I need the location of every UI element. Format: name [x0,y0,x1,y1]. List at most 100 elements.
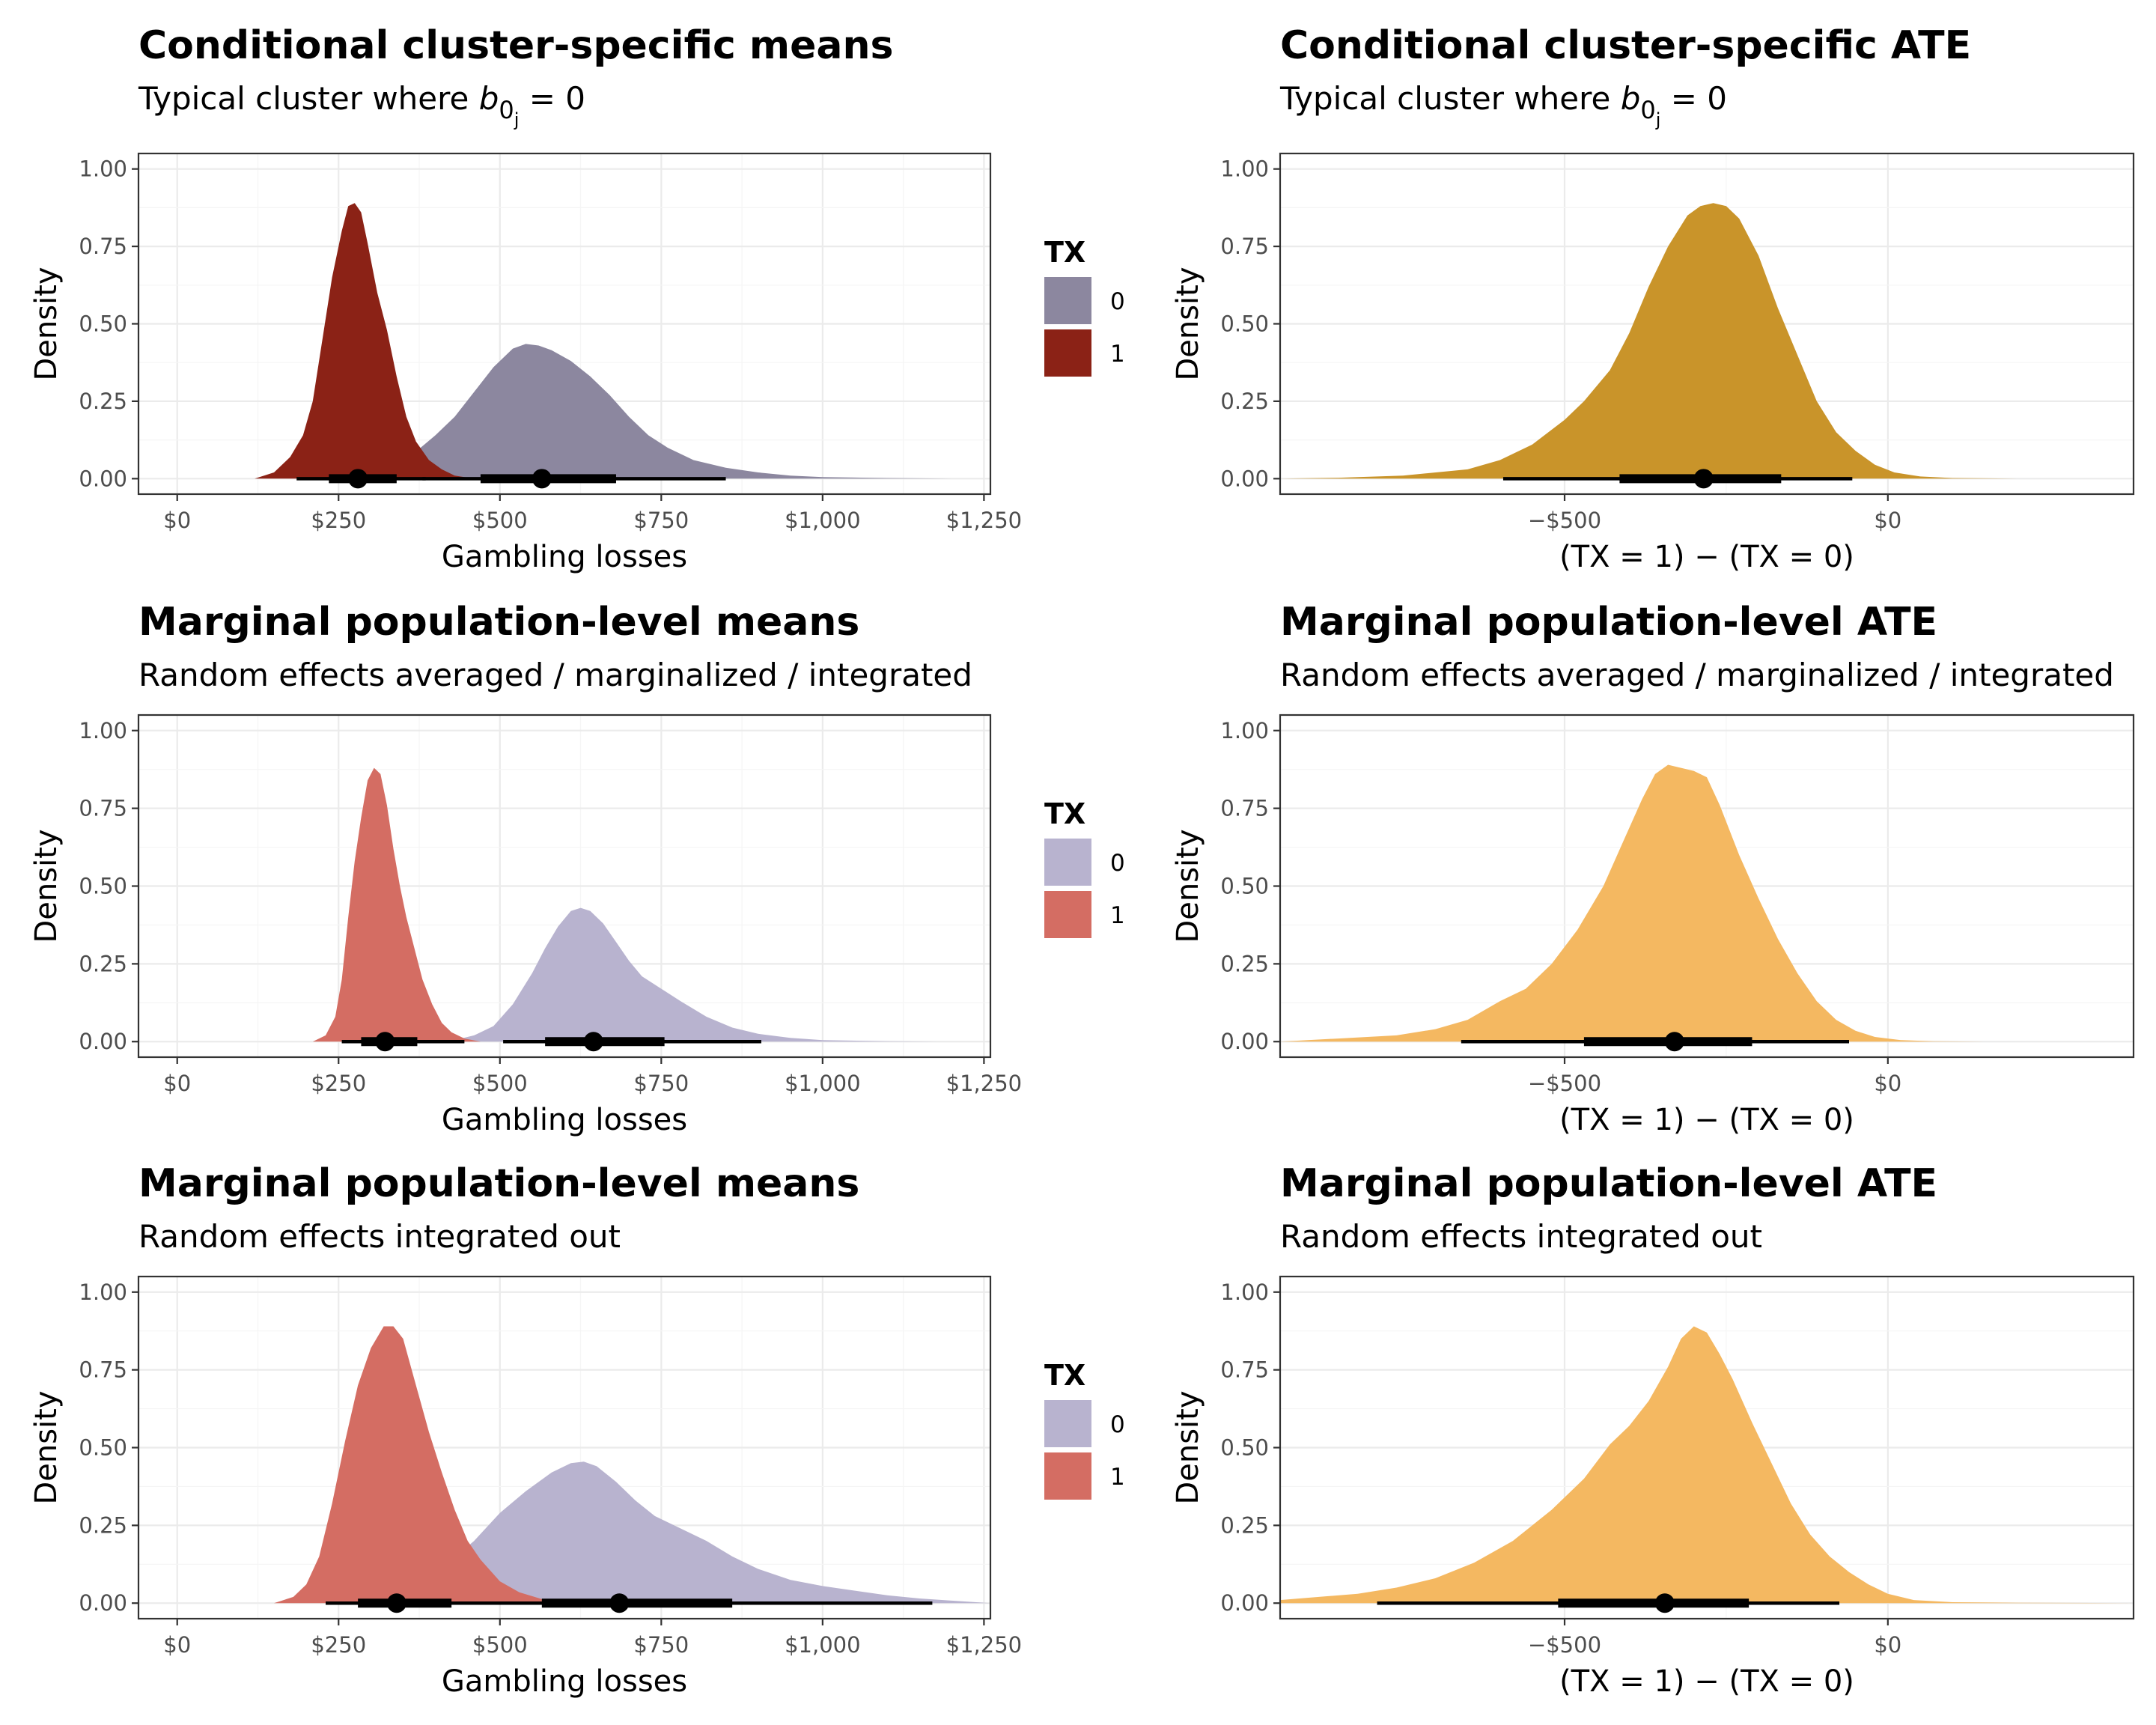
intervals [1461,1032,1849,1052]
y-axis-label: Density [29,829,64,943]
legend-key-0 [1044,839,1091,886]
chart-title: Marginal population-level ATE [1280,600,1937,645]
legend-label: 1 [1110,902,1125,929]
y-tick-label: 0.25 [1220,1512,1269,1538]
density-areas [274,1326,990,1604]
point-estimate [1693,469,1714,489]
gridlines [138,1277,990,1619]
density-area-series-0 [371,344,952,479]
x-axis-ticks: $0 $250 $500 $750 $1,000 $1,250 [163,494,1022,533]
density-area-series-0 [448,907,939,1042]
x-tick-label: $0 [1874,1632,1901,1658]
chart-panel-4: Marginal population-level ATE Random effe… [1171,600,2135,1137]
chart-title: Marginal population-level means [138,1161,859,1206]
y-tick-label: 0.00 [79,1590,127,1616]
chart-title: Marginal population-level means [138,600,859,645]
y-axis-ticks: 0.00 0.25 0.50 0.75 1.00 [79,156,138,491]
point-estimate [532,469,552,489]
x-axis-label: (TX = 1) − (TX = 0) [1559,1664,1854,1699]
x-axis-label: Gambling losses [442,1103,687,1137]
subtitle-subscript: 0 [499,96,514,124]
x-axis-ticks: −$500 $0 [1528,494,1901,533]
chart-title: Marginal population-level ATE [1280,1161,1937,1206]
subtitle-suffix: = 0 [1660,80,1727,117]
y-tick-label: 0.00 [79,466,127,491]
chart-subtitle: Typical cluster where b0j = 0 [138,80,585,130]
x-tick-label: $500 [472,1632,528,1658]
legend-label: 0 [1110,1411,1125,1438]
y-axis-label: Density [1171,1390,1205,1504]
x-tick-label: $750 [633,1632,689,1658]
x-tick-label: −$500 [1528,508,1601,533]
subtitle-text: Typical cluster where [138,80,479,117]
chart-panel-6: Marginal population-level ATE Random effe… [1171,1161,2135,1699]
y-axis-ticks: 0.00 0.25 0.50 0.75 1.00 [1220,1280,1280,1616]
density-areas [255,203,952,479]
y-tick-label: 0.50 [79,1435,127,1461]
y-tick-label: 0.75 [79,796,127,821]
y-axis-ticks: 0.00 0.25 0.50 0.75 1.00 [1220,718,1280,1054]
subtitle-variable: b [479,80,499,117]
subtitle-text: Typical cluster where [1279,80,1621,117]
point-estimate [348,469,368,489]
y-tick-label: 0.50 [79,874,127,899]
subtitle-text: Random effects averaged / marginalized /… [1280,657,2114,693]
x-tick-label: $0 [163,1071,191,1096]
x-tick-label: $1,000 [785,508,860,533]
x-axis-label: (TX = 1) − (TX = 0) [1559,1103,1854,1137]
y-tick-label: 0.25 [79,389,127,414]
legend-key-0 [1044,1400,1091,1447]
y-tick-label: 1.00 [1220,1280,1269,1305]
chart-subtitle: Random effects averaged / marginalized /… [138,657,972,693]
legend: TX 0 1 [1044,236,1125,377]
x-tick-label: $500 [472,508,528,533]
chart-panel-3: Marginal population-level means Random ef… [29,600,1125,1137]
x-tick-label: $0 [1874,508,1901,533]
intervals [1377,1593,1840,1613]
intervals [326,1593,933,1613]
density-area-series-1 [274,1326,578,1604]
chart-subtitle: Typical cluster where b0j = 0 [1279,80,1727,130]
y-axis-label: Density [29,1390,64,1504]
y-axis-ticks: 0.00 0.25 0.50 0.75 1.00 [1220,156,1280,491]
chart-panel-2: Conditional cluster-specific ATE Typical … [1171,23,2135,574]
x-axis-ticks: −$500 $0 [1528,1057,1901,1096]
y-tick-label: 0.50 [79,311,127,337]
y-axis-label: Density [1171,829,1205,943]
intervals [1502,469,1853,489]
legend-title: TX [1044,797,1085,830]
subtitle-variable: b [1621,80,1641,117]
intervals [341,1032,761,1052]
x-tick-label: $0 [1874,1071,1901,1096]
legend-label: 0 [1110,288,1125,315]
point-estimate [1664,1032,1684,1052]
subtitle-suffix: = 0 [519,80,585,117]
chart-subtitle: Random effects integrated out [1280,1218,1762,1255]
y-tick-label: 0.00 [1220,1590,1269,1616]
y-tick-label: 0.25 [1220,389,1269,414]
legend-title: TX [1044,1359,1085,1392]
x-axis-label: (TX = 1) − (TX = 0) [1559,540,1854,574]
y-tick-label: 0.75 [1220,234,1269,259]
y-tick-label: 0.75 [79,1357,127,1383]
x-tick-label: $1,250 [946,1632,1022,1658]
chart-panel-5: Marginal population-level means Random ef… [29,1161,1125,1699]
y-tick-label: 1.00 [79,1280,127,1305]
chart-panel-1: Conditional cluster-specific means Typica… [29,23,1125,574]
x-axis-label: Gambling losses [442,1664,687,1699]
legend-key-1 [1044,891,1091,938]
density-area-series-1 [255,203,475,479]
y-tick-label: 0.75 [79,234,127,259]
density-areas [1280,203,2018,479]
x-tick-label: $0 [163,508,191,533]
chart-title: Conditional cluster-specific means [138,23,893,68]
legend-key-1 [1044,1452,1091,1500]
legend: TX 0 1 [1044,1359,1125,1500]
x-axis-ticks: $0 $250 $500 $750 $1,000 $1,250 [163,1057,1022,1096]
x-tick-label: $750 [633,1071,689,1096]
x-tick-label: $1,250 [946,1071,1022,1096]
x-axis-ticks: −$500 $0 [1528,1619,1901,1658]
y-axis-label: Density [29,267,64,380]
legend-label: 0 [1110,850,1125,877]
